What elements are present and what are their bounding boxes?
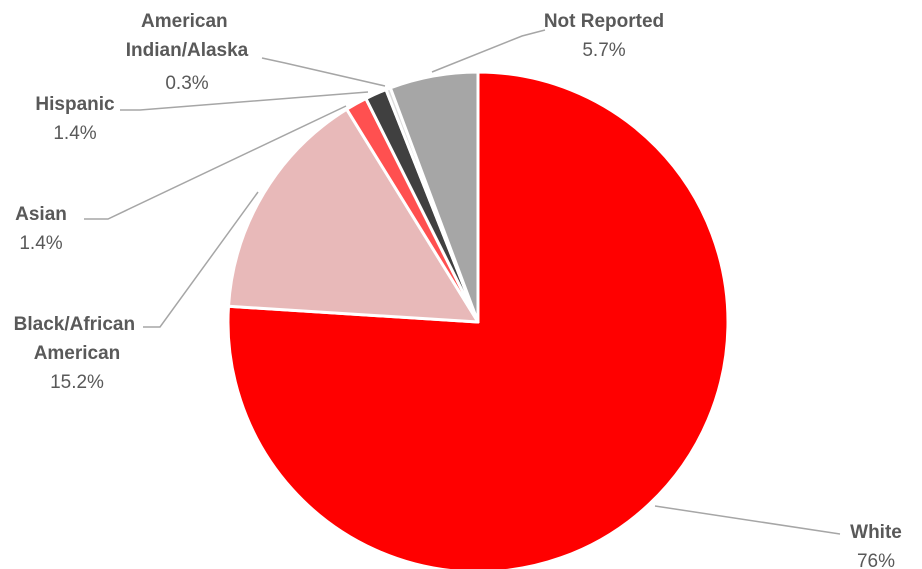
label-hispanic: Hispanic: [35, 94, 115, 115]
value-not-reported: 5.7%: [582, 40, 625, 61]
label-not-reported: Not Reported: [544, 11, 664, 32]
value-white: 76%: [857, 551, 895, 569]
leader-line-american-indian-alaska: [261, 57, 386, 87]
leader-line-hispanic: [120, 91, 369, 111]
label-black-african-american-line2: American: [34, 343, 121, 364]
label-american-indian-alaska: American Indian/Alaska: [126, 11, 249, 61]
leader-line-asian: [84, 105, 347, 220]
label-american-indian-alaska-line1: American: [141, 11, 228, 32]
leader-line-white: [654, 505, 841, 535]
label-black-african-american: Black/African American: [14, 314, 141, 364]
value-hispanic: 1.4%: [53, 123, 96, 144]
label-black-african-american-line1: Black/African: [14, 314, 135, 335]
pie-slices: [226, 70, 730, 569]
value-black-african-american: 15.2%: [50, 372, 104, 393]
leader-line-black-african-american: [143, 191, 259, 328]
pie-slice-black-african-american: [226, 107, 480, 324]
leader-line-not-reported: [431, 29, 546, 73]
label-asian: Asian: [15, 204, 67, 225]
value-asian: 1.4%: [19, 233, 62, 254]
leader-lines: [84, 29, 841, 535]
pie-slice-not-reported: [388, 70, 480, 324]
label-white: White: [850, 522, 902, 543]
value-american-indian-alaska: 0.3%: [165, 73, 208, 94]
label-american-indian-alaska-line2: Indian/Alaska: [126, 40, 249, 61]
